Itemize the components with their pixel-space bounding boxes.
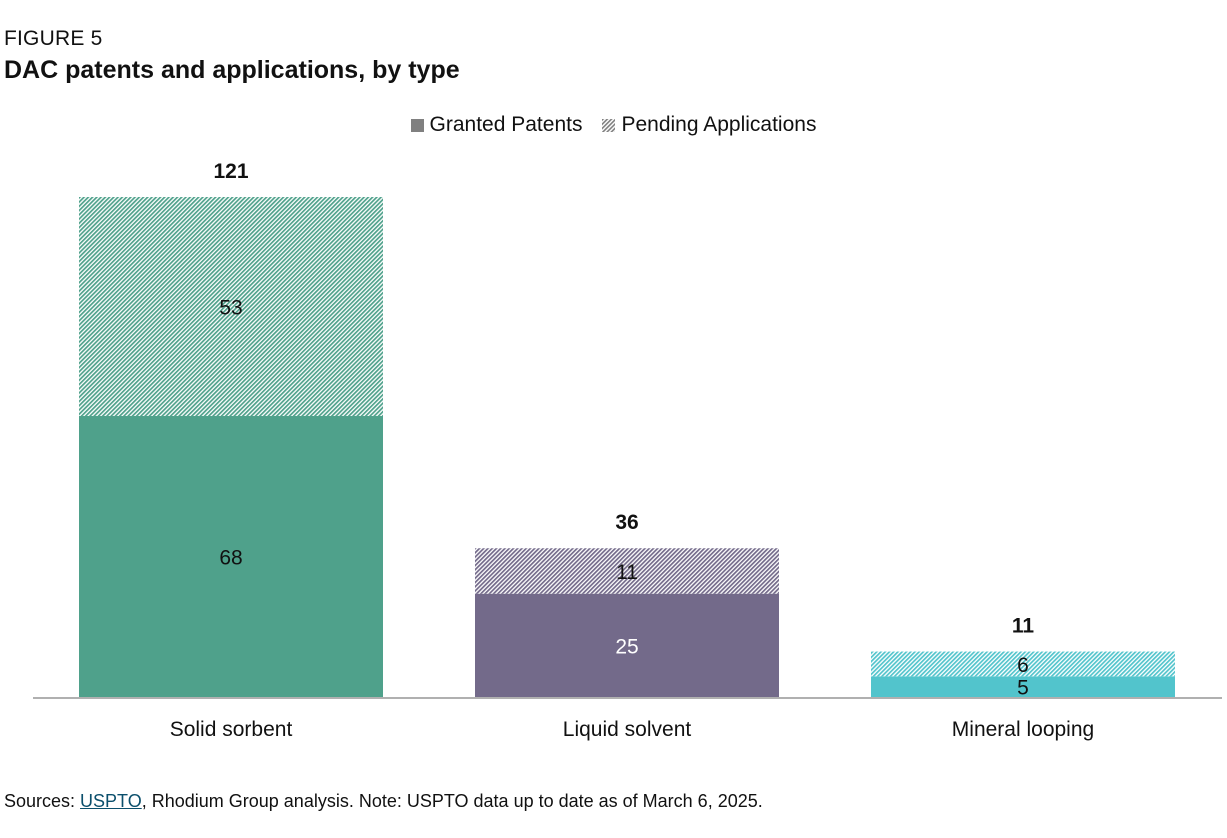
value-label-granted-liquid-solvent: 25 (615, 635, 638, 658)
value-label-pending-solid-sorbent: 53 (219, 297, 242, 320)
uspto-link[interactable]: USPTO (80, 791, 142, 811)
source-prefix: Sources: (4, 791, 81, 811)
legend-swatch-pending (602, 118, 616, 132)
value-label-pending-liquid-solvent: 11 (616, 561, 638, 584)
value-label-pending-mineral-looping: 6 (1017, 654, 1029, 677)
bar-pending-solid-sorbent (79, 197, 383, 417)
value-label-granted-mineral-looping: 5 (1017, 677, 1029, 700)
bar-granted-mineral-looping (871, 676, 1175, 697)
bar-pending-mineral-looping (871, 651, 1175, 677)
legend-label-pending: Pending Applications (621, 113, 817, 136)
value-label-granted-solid-sorbent: 68 (219, 547, 242, 570)
legend-label-granted: Granted Patents (429, 113, 583, 136)
total-label-solid-sorbent: 121 (213, 160, 248, 183)
figure-label: FIGURE 5 (4, 27, 103, 50)
total-label-mineral-looping: 11 (1012, 615, 1035, 638)
bar-granted-solid-sorbent (79, 416, 383, 697)
legend-item-granted: Granted Patents (410, 113, 583, 137)
bar-pending-liquid-solvent (475, 548, 779, 594)
bar-chart: 68 53 121 Solid sorbent 25 11 36 Liquid solvent… (33, 160, 1222, 741)
total-label-liquid-solvent: 36 (615, 511, 638, 534)
category-label-liquid-solvent: Liquid solvent (563, 718, 692, 741)
legend: Granted Patents Pending Applications (0, 113, 1227, 137)
source-note: Sources: USPTO, Rhodium Group analysis. … (4, 791, 763, 812)
chart-title: DAC patents and applications, by type (4, 56, 460, 84)
legend-swatch-granted (410, 118, 424, 132)
category-label-mineral-looping: Mineral looping (952, 718, 1094, 741)
category-label-solid-sorbent: Solid sorbent (170, 718, 293, 741)
source-suffix: , Rhodium Group analysis. Note: USPTO da… (141, 791, 763, 811)
legend-item-pending: Pending Applications (602, 113, 816, 137)
bar-granted-liquid-solvent (475, 593, 779, 697)
